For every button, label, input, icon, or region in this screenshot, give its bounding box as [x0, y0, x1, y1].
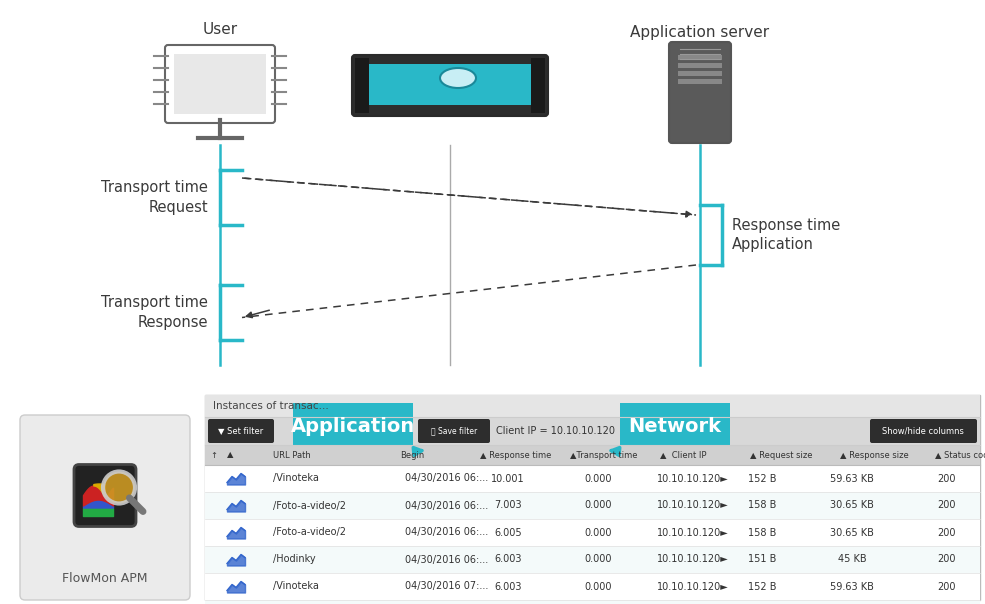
- Text: 04/30/2016 06:...: 04/30/2016 06:...: [405, 501, 489, 510]
- FancyBboxPatch shape: [678, 79, 722, 84]
- FancyBboxPatch shape: [531, 58, 545, 113]
- FancyBboxPatch shape: [669, 42, 731, 143]
- FancyBboxPatch shape: [205, 519, 980, 546]
- FancyBboxPatch shape: [205, 546, 980, 573]
- FancyBboxPatch shape: [620, 403, 730, 451]
- FancyBboxPatch shape: [205, 573, 980, 600]
- Text: 30.65 KB: 30.65 KB: [830, 527, 874, 538]
- Text: User: User: [203, 22, 237, 37]
- Text: 10.10.10.120►: 10.10.10.120►: [657, 582, 729, 591]
- FancyBboxPatch shape: [205, 600, 980, 604]
- Text: 6.005: 6.005: [494, 527, 522, 538]
- FancyBboxPatch shape: [293, 403, 413, 451]
- FancyBboxPatch shape: [208, 419, 274, 443]
- Text: 10.10.10.120►: 10.10.10.120►: [657, 527, 729, 538]
- Text: Application: Application: [291, 417, 415, 437]
- Text: 45 KB: 45 KB: [837, 554, 867, 565]
- FancyBboxPatch shape: [20, 415, 190, 600]
- Text: /Foto-a-video/2: /Foto-a-video/2: [273, 501, 346, 510]
- Text: 6.003: 6.003: [494, 554, 522, 565]
- FancyBboxPatch shape: [205, 417, 980, 445]
- Text: 200: 200: [937, 554, 955, 565]
- FancyBboxPatch shape: [355, 58, 369, 113]
- Text: 158 B: 158 B: [748, 501, 776, 510]
- FancyBboxPatch shape: [418, 419, 490, 443]
- Text: /Vinoteka: /Vinoteka: [273, 474, 319, 483]
- FancyBboxPatch shape: [870, 419, 977, 443]
- Text: 200: 200: [937, 501, 955, 510]
- Text: 152 B: 152 B: [748, 474, 776, 483]
- Text: URL Path: URL Path: [273, 451, 310, 460]
- Text: /Hodinky: /Hodinky: [273, 554, 315, 565]
- FancyBboxPatch shape: [174, 54, 266, 114]
- Text: 10.001: 10.001: [492, 474, 525, 483]
- Text: 04/30/2016 07:...: 04/30/2016 07:...: [405, 582, 489, 591]
- Text: ▲Transport time: ▲Transport time: [570, 451, 637, 460]
- Text: ▲ Response size: ▲ Response size: [840, 451, 909, 460]
- Text: 10.10.10.120►: 10.10.10.120►: [657, 474, 729, 483]
- Text: 04/30/2016 06:...: 04/30/2016 06:...: [405, 474, 489, 483]
- Text: Client IP = 10.10.10.120: Client IP = 10.10.10.120: [496, 426, 615, 436]
- Text: 10.10.10.120►: 10.10.10.120►: [657, 554, 729, 565]
- Text: 7.003: 7.003: [494, 501, 522, 510]
- Text: Response time
Application: Response time Application: [732, 217, 840, 252]
- Text: ↑: ↑: [210, 451, 217, 460]
- Text: /Foto-a-video/2: /Foto-a-video/2: [273, 527, 346, 538]
- Text: ▲ Request size: ▲ Request size: [750, 451, 813, 460]
- Text: 200: 200: [937, 474, 955, 483]
- Text: 200: 200: [937, 527, 955, 538]
- Ellipse shape: [440, 68, 476, 88]
- FancyBboxPatch shape: [165, 45, 275, 123]
- Text: 04/30/2016 06:...: 04/30/2016 06:...: [405, 554, 489, 565]
- Circle shape: [103, 472, 135, 504]
- Text: 0.000: 0.000: [584, 474, 612, 483]
- Text: Application server: Application server: [630, 25, 769, 39]
- Text: 0.000: 0.000: [584, 554, 612, 565]
- Text: ▼ Set filter: ▼ Set filter: [219, 426, 264, 435]
- Text: 151 B: 151 B: [748, 554, 776, 565]
- FancyBboxPatch shape: [205, 445, 980, 465]
- Text: 6.003: 6.003: [494, 582, 522, 591]
- FancyBboxPatch shape: [352, 55, 548, 116]
- Text: 200: 200: [937, 582, 955, 591]
- Text: 💾 Save filter: 💾 Save filter: [430, 426, 477, 435]
- Text: 59.63 KB: 59.63 KB: [830, 474, 874, 483]
- Text: Transport time
Response: Transport time Response: [101, 295, 208, 330]
- Text: 0.000: 0.000: [584, 527, 612, 538]
- FancyBboxPatch shape: [678, 71, 722, 76]
- Text: Network: Network: [628, 417, 721, 437]
- Text: Show/hide columns: Show/hide columns: [882, 426, 964, 435]
- Text: Instances of transac...: Instances of transac...: [213, 401, 329, 411]
- FancyBboxPatch shape: [205, 395, 980, 600]
- Text: 152 B: 152 B: [748, 582, 776, 591]
- Text: Transport time
Request: Transport time Request: [101, 180, 208, 215]
- Text: 10.10.10.120►: 10.10.10.120►: [657, 501, 729, 510]
- Text: FlowMon APM: FlowMon APM: [62, 573, 148, 585]
- FancyBboxPatch shape: [205, 492, 980, 519]
- Text: ▲ Status code: ▲ Status code: [935, 451, 985, 460]
- Text: ▲: ▲: [227, 451, 233, 460]
- FancyBboxPatch shape: [74, 464, 136, 527]
- Text: 158 B: 158 B: [748, 527, 776, 538]
- FancyBboxPatch shape: [205, 395, 980, 417]
- Text: ▲  Client IP: ▲ Client IP: [660, 451, 706, 460]
- Text: 0.000: 0.000: [584, 582, 612, 591]
- Text: ▲ Response time: ▲ Response time: [480, 451, 552, 460]
- Text: 04/30/2016 06:...: 04/30/2016 06:...: [405, 527, 489, 538]
- Text: 59.63 KB: 59.63 KB: [830, 582, 874, 591]
- FancyBboxPatch shape: [367, 64, 533, 105]
- Text: 30.65 KB: 30.65 KB: [830, 501, 874, 510]
- Text: /Vinoteka: /Vinoteka: [273, 582, 319, 591]
- Text: Begin: Begin: [400, 451, 425, 460]
- FancyBboxPatch shape: [678, 55, 722, 60]
- Text: 0.000: 0.000: [584, 501, 612, 510]
- FancyBboxPatch shape: [678, 63, 722, 68]
- FancyBboxPatch shape: [205, 465, 980, 492]
